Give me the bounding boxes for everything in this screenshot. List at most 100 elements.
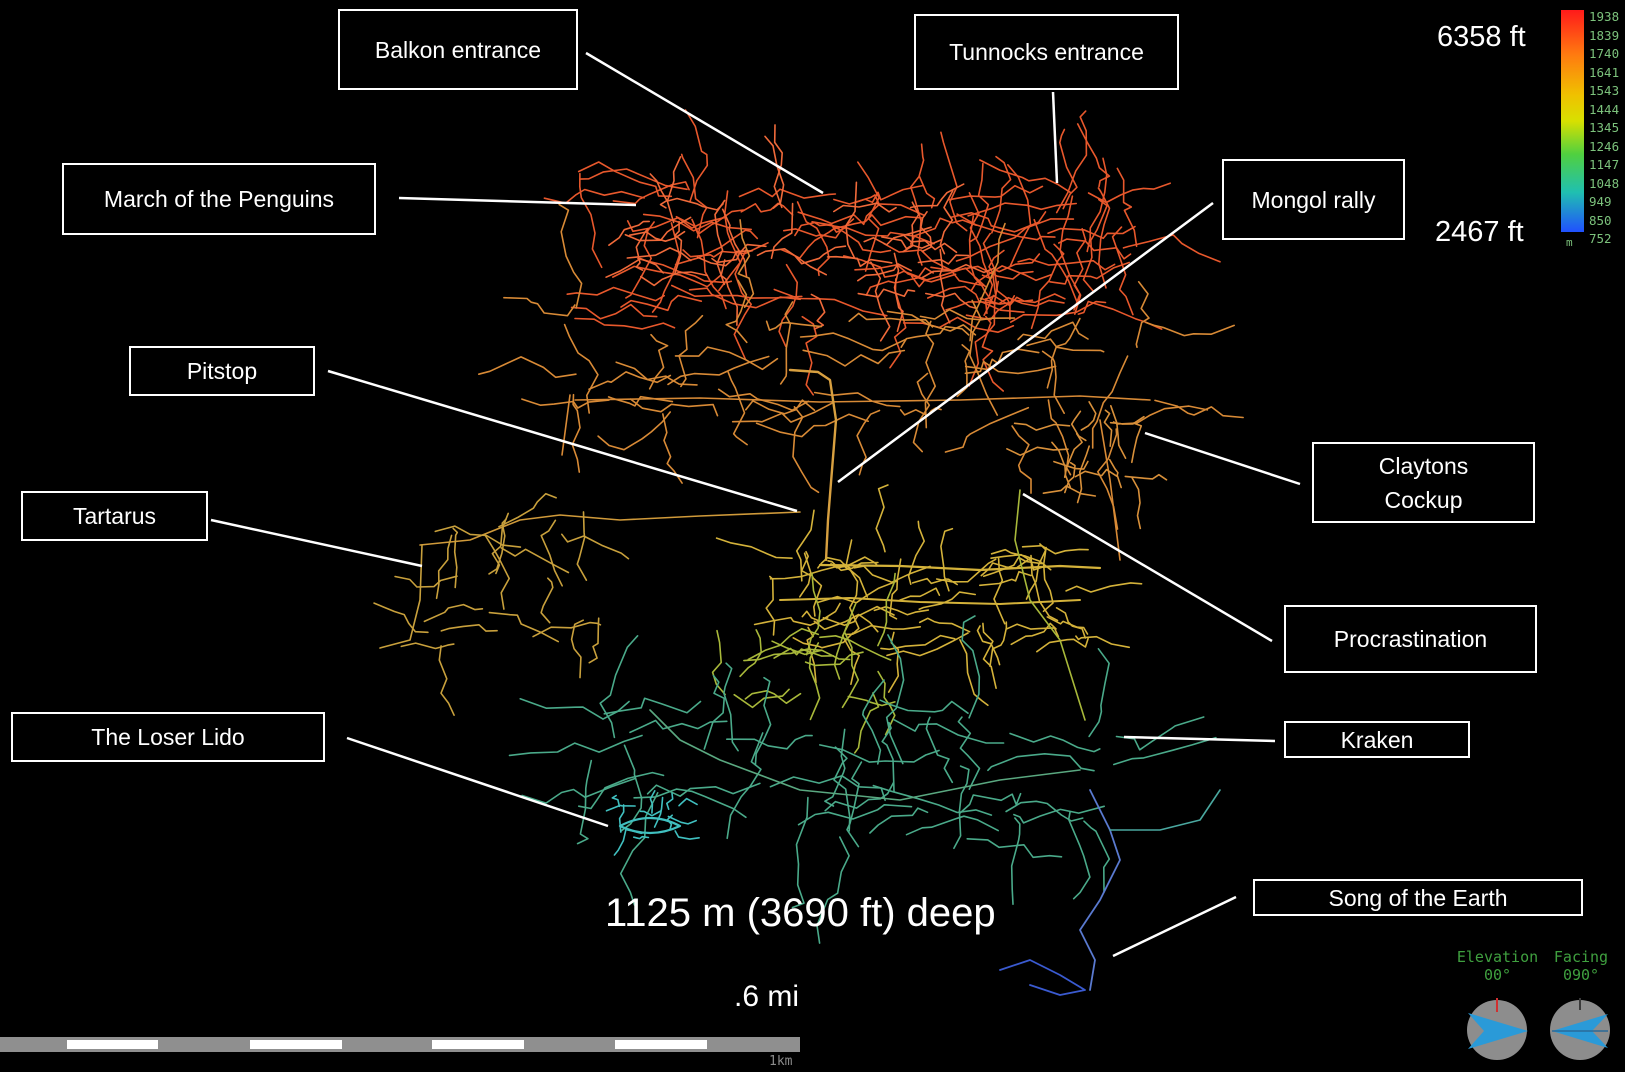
- depth-text: 1125 m (3690 ft) deep: [605, 891, 996, 935]
- cave-passage: [1111, 226, 1134, 316]
- cave-passage: [1010, 817, 1021, 905]
- cave-passage: [755, 413, 869, 438]
- label-tartarus: Tartarus: [21, 491, 208, 541]
- cave-passage: [723, 662, 739, 752]
- cave-passage: [889, 558, 902, 620]
- legend-value: 1048: [1589, 175, 1620, 191]
- label-claytons-cockup: Claytons Cockup: [1312, 442, 1535, 523]
- cave-passage: [805, 572, 821, 656]
- cave-passage: [1116, 167, 1138, 248]
- cave-passage: [833, 746, 851, 832]
- cave-passage: [877, 572, 896, 647]
- cave-passage: [939, 249, 951, 324]
- cave-passage: [626, 216, 727, 233]
- legend-value: 1938: [1589, 9, 1620, 24]
- cave-passage: [1055, 110, 1088, 214]
- cave-passage: [881, 722, 895, 793]
- cave-passage: [649, 790, 656, 814]
- cave-passage: [733, 688, 790, 709]
- cave-passage: [1065, 582, 1143, 593]
- cave-passage: [508, 734, 643, 757]
- cave-passage: [682, 242, 769, 258]
- cave-passage: [830, 556, 878, 569]
- cave-passage: [1122, 234, 1221, 263]
- cave-passage: [561, 533, 630, 560]
- cave-passage: [532, 621, 602, 638]
- label-procrastination: Procrastination: [1284, 605, 1537, 673]
- cave-passage: [979, 570, 1032, 587]
- cave-passage: [666, 792, 674, 810]
- cave-passage: [918, 143, 936, 209]
- facing-compass-icon: [1550, 998, 1610, 1060]
- cave-passage: [845, 181, 858, 259]
- cave-passage: [869, 807, 929, 834]
- cave-passage: [801, 602, 841, 622]
- cave-passage: [1077, 300, 1163, 330]
- cave-passage: [803, 552, 823, 617]
- cave-passage: [620, 294, 703, 312]
- cave-passage: [1013, 422, 1071, 431]
- cave-passage: [612, 181, 690, 205]
- cave-passage: [1017, 321, 1089, 341]
- cave-passage: [579, 168, 688, 191]
- cave-passage: [498, 492, 557, 528]
- cave-passage: [1097, 187, 1111, 289]
- cave-passage: [577, 161, 673, 198]
- cave-passage: [1076, 123, 1111, 188]
- cave-passage: [797, 204, 879, 226]
- cave-passage: [611, 794, 621, 808]
- cave-passage: [799, 332, 907, 352]
- cave-passage: [613, 827, 628, 856]
- cave-passage: [624, 216, 692, 242]
- elevation-top-label: 6358 ft: [1437, 21, 1526, 53]
- legend-value: 1444: [1589, 101, 1620, 117]
- cave-passage: [794, 245, 847, 265]
- cave-passage: [907, 520, 925, 585]
- cave-passage: [911, 577, 958, 586]
- cave-passage: [379, 544, 423, 649]
- cave-passage: [773, 647, 835, 659]
- cave-passage: [788, 368, 838, 562]
- legend-value: 1740: [1589, 46, 1620, 61]
- cave-passage: [1049, 261, 1130, 285]
- cave-passage: [684, 109, 709, 203]
- cave-passage: [846, 761, 863, 848]
- cave-passage: [879, 699, 969, 714]
- cave-passage: [438, 645, 455, 716]
- cave-passage: [680, 153, 708, 239]
- cave-passage: [783, 218, 855, 239]
- cave-passage: [678, 314, 704, 388]
- cave-passage: [981, 253, 1041, 280]
- cave-passage: [733, 248, 752, 361]
- cave-passage: [921, 263, 996, 279]
- scale-bar: [0, 1037, 800, 1052]
- elevation-compass-label: Elevation 00°: [1450, 948, 1545, 984]
- cave-passage: [646, 782, 761, 797]
- cave-passage: [635, 228, 649, 271]
- cave-passage: [725, 279, 748, 344]
- cave-passage: [1099, 419, 1121, 561]
- cave-passage: [478, 356, 577, 379]
- cave-passage: [667, 815, 697, 825]
- elevation-compass-title: Elevation: [1456, 948, 1539, 966]
- cave-passage: [558, 203, 583, 309]
- cave-passage: [419, 511, 801, 546]
- elevation-compass-value: 00°: [1483, 966, 1512, 984]
- cave-passage: [976, 625, 1001, 666]
- cave-passage: [808, 642, 821, 721]
- cave-passage: [765, 320, 823, 331]
- cave-passage: [483, 533, 510, 610]
- cave-passage: [674, 830, 700, 840]
- cave-passage: [875, 484, 889, 553]
- label-tunnocks-entrance: Tunnocks entrance: [914, 14, 1179, 90]
- cave-passage: [666, 814, 673, 831]
- cave-passage: [816, 836, 850, 944]
- cave-passage: [726, 734, 813, 750]
- cave-passage: [873, 606, 930, 616]
- cave-passage: [910, 175, 923, 266]
- cave-passage: [886, 632, 969, 657]
- cave-passage: [726, 732, 764, 840]
- cave-passage: [521, 777, 636, 804]
- cave-passage: [833, 202, 897, 213]
- cave-passage: [854, 264, 957, 283]
